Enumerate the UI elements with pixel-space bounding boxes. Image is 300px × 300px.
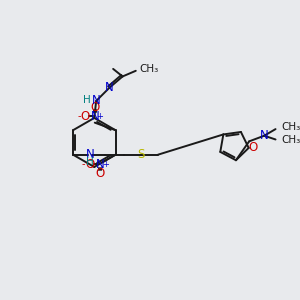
Text: +: +: [103, 160, 110, 169]
Text: N: N: [92, 94, 100, 107]
Text: S: S: [137, 148, 145, 161]
Text: O: O: [90, 101, 99, 114]
Text: H: H: [86, 157, 94, 167]
Text: H: H: [83, 95, 91, 105]
Text: N: N: [96, 158, 105, 171]
Text: O: O: [249, 141, 258, 154]
Text: CH₃: CH₃: [281, 135, 300, 146]
Text: -: -: [78, 111, 81, 121]
Text: O: O: [96, 167, 105, 180]
Text: O: O: [81, 110, 90, 123]
Text: N: N: [260, 129, 268, 142]
Text: N: N: [90, 110, 99, 123]
Text: O: O: [85, 158, 95, 171]
Text: N: N: [86, 148, 94, 161]
Text: +: +: [96, 112, 103, 121]
Text: CH₃: CH₃: [140, 64, 159, 74]
Text: -: -: [82, 159, 85, 169]
Text: N: N: [105, 81, 114, 94]
Text: CH₃: CH₃: [281, 122, 300, 132]
